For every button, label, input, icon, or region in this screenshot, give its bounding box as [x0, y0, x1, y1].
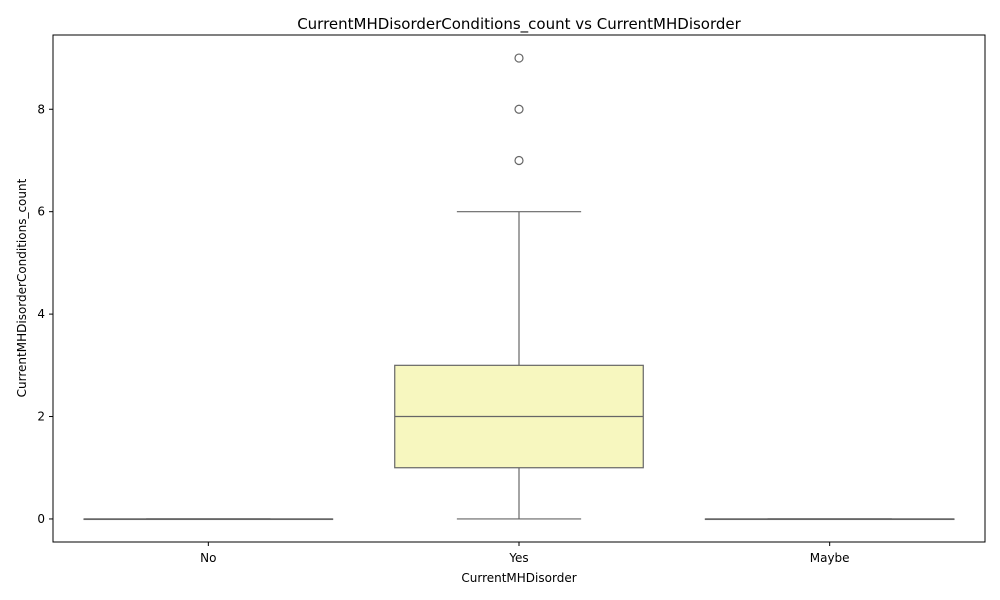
x-axis-label: CurrentMHDisorder — [461, 571, 576, 585]
y-axis-label: CurrentMHDisorderConditions_count — [15, 178, 29, 397]
outlier-point-yes — [514, 104, 524, 114]
x-tick-label: Yes — [508, 551, 528, 565]
outlier-point-yes — [514, 53, 524, 63]
y-tick-label: 4 — [37, 307, 45, 321]
chart-title: CurrentMHDisorderConditions_count vs Cur… — [297, 15, 741, 34]
outlier-point-yes — [514, 155, 524, 166]
plot-frame — [52, 34, 986, 543]
y-tick-label: 8 — [37, 102, 45, 116]
x-tick-label: Maybe — [810, 551, 850, 565]
y-tick-label: 0 — [37, 512, 45, 526]
x-tick-label: No — [200, 551, 216, 565]
plot-area: 0 2 4 6 8 No Yes Maybe — [37, 53, 955, 565]
y-tick-label: 2 — [37, 410, 45, 424]
y-tick-label: 6 — [37, 205, 45, 219]
